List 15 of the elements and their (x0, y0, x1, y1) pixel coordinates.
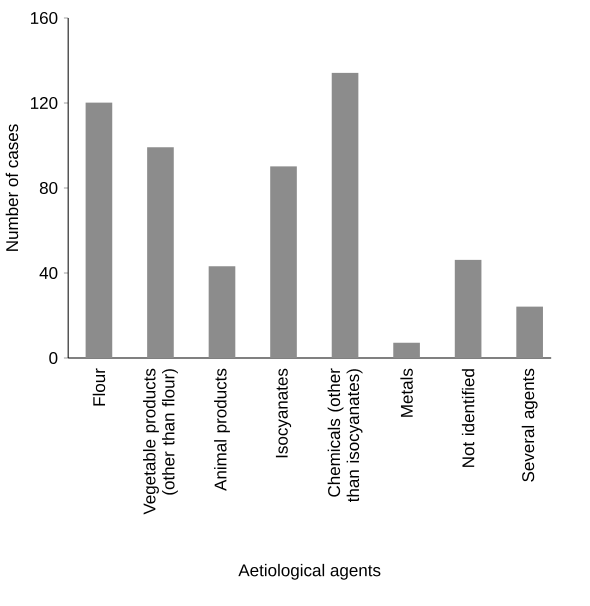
y-tick-label: 0 (49, 352, 58, 364)
y-tick-label: 160 (31, 12, 58, 24)
x-tick-label: Vegetable products (other than flour) (143, 368, 178, 515)
x-tick-label: Several agents (522, 368, 538, 482)
y-axis-title: Number of cases (6, 124, 18, 251)
x-tick-label: Chemicals (other than isocyanates) (328, 368, 363, 502)
x-tick-label: Metals (400, 368, 413, 417)
x-tick-label: Animal products (214, 368, 230, 491)
y-tick-label: 40 (40, 266, 58, 280)
x-tick-label: Not identified (462, 369, 474, 467)
x-axis-title: Aetiological agents (238, 564, 380, 580)
x-tick-label: Flour (92, 368, 106, 406)
y-tick-label: 80 (40, 182, 58, 194)
x-tick-label: Isocyanates (276, 368, 292, 458)
y-tick-label: 120 (31, 96, 58, 110)
